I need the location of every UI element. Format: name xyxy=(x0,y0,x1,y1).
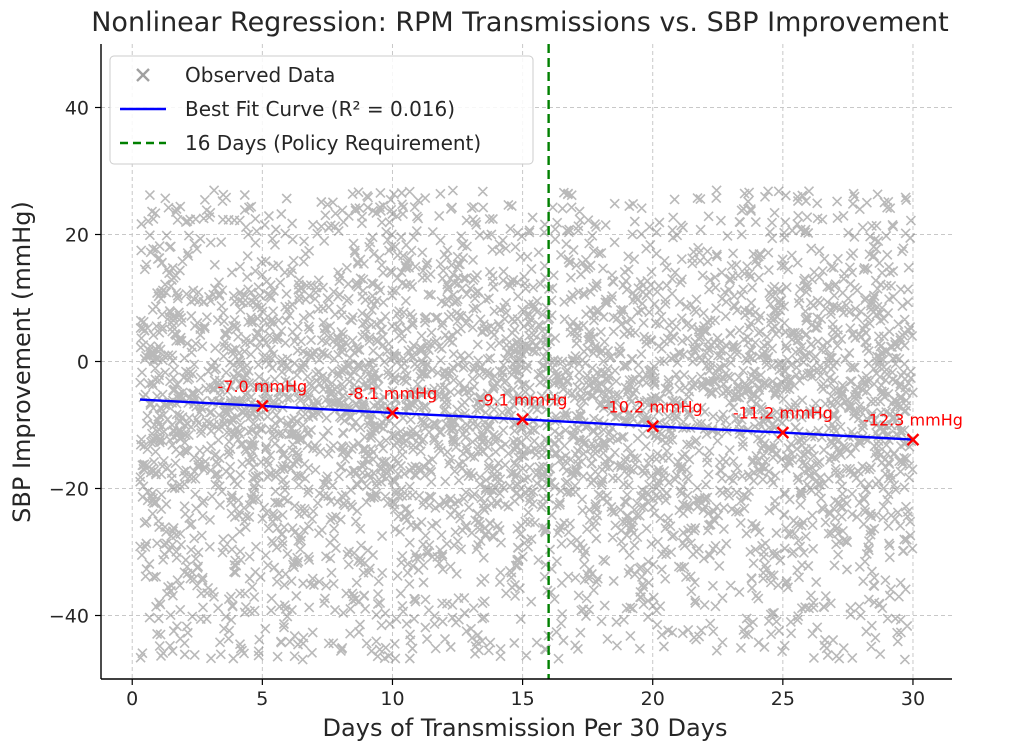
legend-frame xyxy=(109,55,534,165)
legend-observed-label: Observed Data xyxy=(185,63,335,87)
point-annotation: -8.1 mmHg xyxy=(348,384,438,403)
y-tick-label: 0 xyxy=(77,352,89,374)
point-annotation: -12.3 mmHg xyxy=(863,411,963,430)
highlight-point xyxy=(386,406,399,420)
axes: 0 5 10 15 20 25 30 −40 −20 0 20 40 xyxy=(49,44,952,710)
highlight-point xyxy=(776,426,790,439)
y-axis-label: SBP Improvement (mmHg) xyxy=(8,201,36,523)
x-axis-label: Days of Transmission Per 30 Days xyxy=(323,714,728,742)
y-tick-label: −40 xyxy=(49,606,89,628)
x-tick-label: 5 xyxy=(256,688,268,710)
y-tick-label: 40 xyxy=(65,98,89,120)
y-tick-label: −20 xyxy=(49,479,89,501)
chart-title: Nonlinear Regression: RPM Transmissions … xyxy=(91,7,949,38)
legend: Observed Data Best Fit Curve (R² = 0.016… xyxy=(109,55,534,165)
x-tick-label: 20 xyxy=(641,688,665,710)
legend-observed-marker xyxy=(136,68,150,82)
y-tick-label: 20 xyxy=(65,225,89,247)
highlight-point xyxy=(256,399,269,413)
legend-fit-label: Best Fit Curve (R² = 0.016) xyxy=(185,97,455,121)
point-annotation: -11.2 mmHg xyxy=(733,404,833,423)
highlight-point xyxy=(646,419,660,433)
x-tick-label: 25 xyxy=(771,688,795,710)
point-annotation: -10.2 mmHg xyxy=(603,397,703,416)
point-annotation: -7.0 mmHg xyxy=(218,377,308,396)
highlight-point xyxy=(516,412,529,426)
observed-data-markers xyxy=(135,185,918,665)
x-tick-label: 15 xyxy=(511,688,535,710)
x-tick-label: 10 xyxy=(380,688,404,710)
highlight-point xyxy=(906,433,920,446)
scatter-points xyxy=(135,185,918,665)
x-tick-label: 0 xyxy=(126,688,138,710)
point-annotation: -9.1 mmHg xyxy=(478,390,568,409)
highlight-points: -7.0 mmHg -8.1 mmHg -9.1 mmHg -10.2 mmHg -11… xyxy=(218,377,963,446)
legend-reference-label: 16 Days (Policy Requirement) xyxy=(185,131,481,155)
x-tick-label: 30 xyxy=(901,688,925,710)
